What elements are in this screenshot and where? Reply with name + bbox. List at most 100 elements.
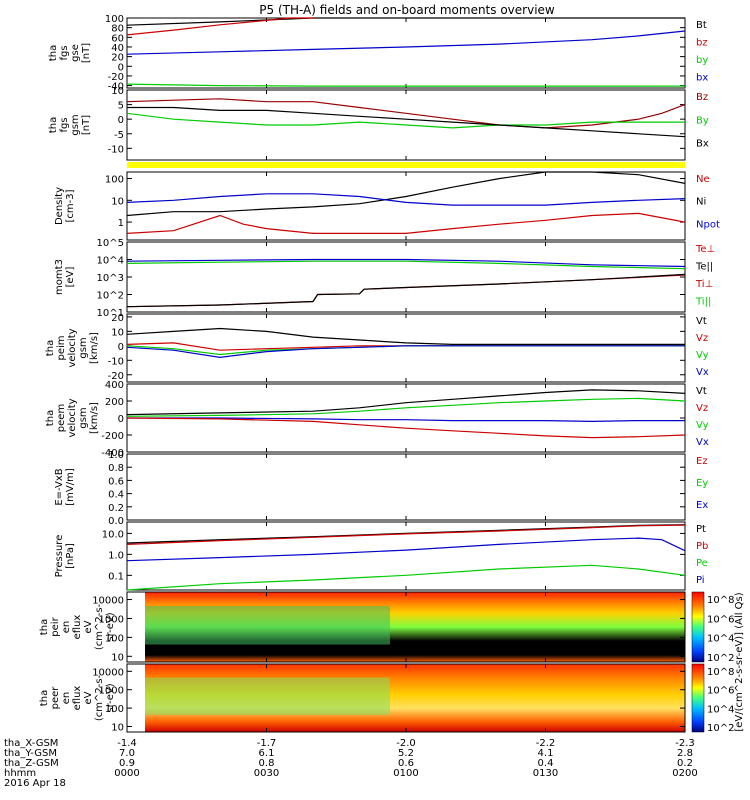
series-Bt [126,17,685,26]
y-axis-label-line: peem [56,404,67,432]
y-tick-label: 60 [111,33,124,44]
y-axis-label-line: fgs [59,45,70,60]
legend-By: By [696,115,709,126]
footer-value: 5.2 [398,748,414,759]
legend-Bz: Bz [696,92,708,103]
legend-Vx: Vx [696,367,709,378]
y-axis-label-line: [km/s] [89,402,100,434]
y-tick-label: -20 [108,72,124,83]
y-axis-label-line: en [61,621,72,634]
series-Vx [127,417,685,423]
y-tick-label: 10 [111,86,124,97]
y-axis-label-line: gsm [78,337,89,358]
y-axis-label-line: velocity [67,398,78,437]
footer-value: 0200 [672,768,697,779]
series-Ti⊥ [126,258,686,268]
series-Pi [126,537,686,562]
y-axis-label-line: [nT] [81,43,92,63]
y-axis-label: E=-VxB[mV/m] [54,468,76,506]
y-tick-label: -20 [108,371,124,382]
y-axis-label-line: tha [45,410,56,426]
y-axis-label-line: eflux [72,615,83,640]
footer-value: -1.7 [257,738,277,749]
footer-value: 0100 [393,768,418,779]
y-tick-label: 0.1 [108,571,124,582]
legend-Te⊥: Te⊥ [695,244,715,255]
series-Vy [126,397,686,417]
panel-peir: 10000 1000 100 10 thapeirenefluxeV(cm^2-s-sr… [39,591,686,663]
panel-density: 100 10 1 Density[cm-3] Ne Ni Npot [54,171,720,241]
y-tick-label: 5 [118,101,124,112]
legend-Vy: Vy [696,350,709,361]
series-Npot [126,193,686,206]
legend-bx: bx [696,73,708,84]
series-Vt [126,389,686,416]
panel-frame [126,17,686,89]
y-axis-label: thapeerenefluxeV(cm^2-s-sr-eV) [39,674,116,721]
footer-value: 0000 [114,768,139,779]
series-By [126,112,685,129]
y-tick-label: 100 [105,14,124,25]
colorbar-tick-label: 10^8 [707,667,734,678]
series-Vt [126,327,685,345]
y-tick-label: 10^4 [97,256,124,267]
panel-frame [126,521,686,591]
legend-Ti||: Ti|| [695,297,711,308]
y-axis-label-line: [mV/m] [65,468,76,506]
y-tick-label: 40 [111,43,124,54]
footer-value: 6.1 [259,748,275,759]
legend-Bt: Bt [696,20,707,31]
y-axis-label-line: peim [56,335,67,360]
y-tick-label: 10 [111,327,124,338]
series-Vz [126,417,686,439]
y-axis-label-line: peer [50,686,61,710]
legend-Pt: Pt [696,524,706,535]
panel-e_vxb: 1.0 0.8 0.6 0.4 0.2 0.0 E=-VxB[mV/m] Ez Ey Ex [54,450,708,527]
y-axis-label-line: sr-eV) [105,612,116,641]
series-bz [126,17,313,36]
legend-Ey: Ey [696,478,708,489]
y-axis-label: thapeemvelocitygsm[km/s] [45,398,100,437]
y-axis-label-line: velocity [67,328,78,367]
series-Ni [126,171,686,217]
y-axis-label: momt3[eV] [54,259,76,295]
colorbar-tick-label: 10^6 [707,686,734,697]
y-axis-label-line: Density [54,187,65,225]
y-axis-label-line: fgs [59,117,70,132]
colorbar: 10^8 10^6 10^4 10^2 10^8 10^6 10^4 10^2 [eV/(cm^… [691,591,745,734]
legend-Vt: Vt [696,316,707,327]
y-tick-label: 10 [111,652,124,663]
legend-Ex: Ex [696,500,708,511]
y-axis-label-line: tha [39,619,50,635]
heatmap-band [145,606,390,645]
colorbar-tick-label: 10^8 [707,595,734,606]
y-tick-label: 10^2 [97,291,124,302]
y-tick-label: 1 [118,218,124,229]
heatmap-band [145,677,390,715]
panel-peer: 10000100010010thapeerenefluxeV(cm^2-s-sr… [39,663,686,733]
y-tick-label: 0.0 [108,516,124,527]
y-tick-label: 10^1 [97,308,124,319]
legend-Vx: Vx [696,437,709,448]
y-axis-label: Pressure[nPa] [54,535,76,578]
legend-Pe: Pe [696,558,708,569]
y-tick-label: 0.4 [108,490,124,501]
y-tick-label: 100 [105,704,124,715]
y-axis-label-line: (cm^2-s- [94,603,105,650]
series-Pb [126,524,686,545]
y-tick-label: 0 [118,342,124,353]
y-tick-label: 200 [105,397,124,408]
y-tick-label: 80 [111,24,124,35]
footer-value: 0.9 [119,758,135,769]
y-axis-label-line: tha [48,117,59,133]
footer-value: 2.8 [677,748,693,759]
legend-Pb: Pb [696,541,708,552]
y-tick-label: -10 [108,356,124,367]
chart-title: P5 (TH-A) fields and on-board moments ov… [259,3,555,17]
footer-value: 7.0 [119,748,135,759]
footer-value: -2.2 [536,738,556,749]
y-tick-label: -400 [101,448,124,459]
y-tick-label: 100 [105,633,124,644]
series-Bz [126,98,686,129]
